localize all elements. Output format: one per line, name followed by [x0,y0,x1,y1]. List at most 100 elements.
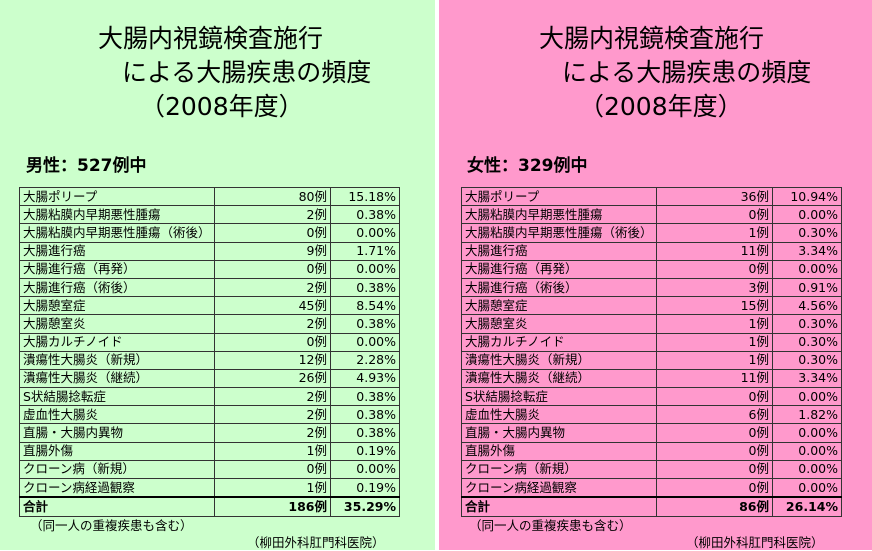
table-row: 大腸ポリープ 36例 10.94% [461,186,842,207]
table-row: 潰瘍性大腸炎（新規） 1例 0.30% [461,350,842,370]
case-count-cell: 11例 [656,368,773,389]
case-count-cell: 2例 [214,314,331,334]
case-count-cell: 2例 [214,423,331,443]
disease-name-cell: 大腸粘膜内早期悪性腫瘍 [19,205,215,225]
case-count-cell: 0例 [214,459,331,480]
percentage-cell: 0.19% [330,478,400,498]
percentage-cell: 2.28% [330,350,400,370]
percentage-cell: 15.18% [330,186,400,207]
case-count-cell: 0例 [656,205,773,225]
disease-name-cell: クローン病経過観察 [19,478,215,498]
percentage-cell: 0.30% [772,332,842,352]
disease-name-cell: 虚血性大腸炎 [461,405,657,425]
disease-name-cell: 潰瘍性大腸炎（継続） [461,368,657,389]
disease-name-cell: 大腸進行癌 [461,241,657,261]
table-row: クローン病（新規） 0例 0.00% [19,459,400,480]
case-count-cell: 0例 [656,459,773,480]
case-count-cell: 36例 [656,186,773,207]
disease-name-cell: 大腸進行癌（再発） [461,259,657,279]
female-title-line1: 大腸内視鏡検査施行 [539,24,765,53]
disease-name-cell: 大腸カルチノイド [461,332,657,352]
female-clinic-name: （柳田外科肛門科医院） [686,535,824,550]
table-row: 大腸進行癌 9例 1.71% [19,241,400,261]
percentage-cell: 0.00% [772,259,842,279]
table-row: クローン病（新規） 0例 0.00% [461,459,842,480]
case-count-cell: 1例 [656,350,773,370]
female-title: 大腸内視鏡検査施行 による大腸疾患の頻度 （2008年度） [439,22,872,124]
disease-name-cell: 大腸カルチノイド [19,332,215,352]
disease-name-cell: 潰瘍性大腸炎（継続） [19,368,215,389]
table-row: 直腸・大腸内異物 2例 0.38% [19,423,400,443]
disease-name-cell: 直腸外傷 [19,441,215,461]
male-frequency-table: 大腸ポリープ 80例 15.18% 大腸粘膜内早期悪性腫瘍 2例 0.38% 大腸粘膜内早期… [19,186,400,518]
disease-name-cell: 大腸ポリープ [19,186,215,207]
table-row: 直腸外傷 0例 0.00% [461,441,842,461]
percentage-cell: 0.38% [330,205,400,225]
percentage-cell: 0.38% [330,423,400,443]
disease-name-cell: 大腸憩室炎 [19,314,215,334]
disease-name-cell: クローン病経過観察 [461,478,657,498]
percentage-cell: 8.54% [330,296,400,316]
case-count-cell: 6例 [656,405,773,425]
table-row: クローン病経過観察 1例 0.19% [19,478,400,498]
disease-name-cell: 潰瘍性大腸炎（新規） [461,350,657,370]
percentage-cell: 1.71% [330,241,400,261]
table-row: 大腸粘膜内早期悪性腫瘍 0例 0.00% [461,205,842,225]
table-row: 大腸進行癌（再発） 0例 0.00% [461,259,842,279]
case-count-cell: 1例 [656,314,773,334]
percentage-cell: 0.19% [330,441,400,461]
case-count-cell: 11例 [656,241,773,261]
case-count-cell: 0例 [214,259,331,279]
percentage-cell: 0.00% [772,423,842,443]
case-count-cell: 26例 [214,368,331,389]
table-row: 虚血性大腸炎 6例 1.82% [461,405,842,425]
panel-divider [435,0,439,550]
percentage-cell: 3.34% [772,241,842,261]
percentage-cell: 0.30% [772,350,842,370]
table-row: クローン病経過観察 0例 0.00% [461,478,842,498]
percentage-cell: 0.00% [772,478,842,498]
percentage-cell: 0.00% [330,259,400,279]
male-panel: 大腸内視鏡検査施行 による大腸疾患の頻度 （2008年度） 男性：527例中 大… [0,0,435,550]
female-title-line2: による大腸疾患の頻度 [562,58,812,87]
table-row: 大腸カルチノイド 0例 0.00% [19,332,400,352]
case-count-cell: 1例 [656,223,773,243]
disease-name-cell: 大腸進行癌（術後） [19,277,215,298]
disease-name-cell: 大腸粘膜内早期悪性腫瘍 [461,205,657,225]
disease-name-cell: 大腸進行癌（再発） [19,259,215,279]
male-title-line3: （2008年度） [140,92,304,121]
table-row: 大腸ポリープ 80例 15.18% [19,186,400,207]
percentage-cell: 3.34% [772,368,842,389]
case-count-cell: 1例 [214,441,331,461]
case-count-cell: 2例 [214,205,331,225]
table-row: 大腸粘膜内早期悪性腫瘍（術後） 0例 0.00% [19,223,400,243]
female-subtitle: 女性：329例中 [467,156,588,176]
disease-name-cell: 大腸憩室症 [19,296,215,316]
table-row: 大腸カルチノイド 1例 0.30% [461,332,842,352]
table-row: 大腸粘膜内早期悪性腫瘍（術後） 1例 0.30% [461,223,842,243]
table-row: 大腸憩室症 15例 4.56% [461,296,842,316]
percentage-cell: 1.82% [772,405,842,425]
disease-name-cell: クローン病（新規） [461,459,657,480]
male-note: （同一人の重複疾患も含む） [30,518,193,533]
percentage-cell: 0.00% [772,459,842,480]
female-table-body: 大腸ポリープ 36例 10.94% 大腸粘膜内早期悪性腫瘍 0例 0.00% 大腸粘膜内早期… [461,186,842,518]
male-title-line1: 大腸内視鏡検査施行 [98,24,324,53]
total-row: 合計 186例 35.29% [19,496,400,518]
male-table-body: 大腸ポリープ 80例 15.18% 大腸粘膜内早期悪性腫瘍 2例 0.38% 大腸粘膜内早期… [19,186,400,518]
case-count-cell: 2例 [214,277,331,298]
percentage-cell: 0.38% [330,277,400,298]
table-row: 大腸進行癌 11例 3.34% [461,241,842,261]
case-count-cell: 1例 [214,478,331,498]
case-count-cell: 1例 [656,332,773,352]
female-note: （同一人の重複疾患も含む） [469,518,632,533]
case-count-cell: 0例 [656,259,773,279]
table-row: 潰瘍性大腸炎（新規） 12例 2.28% [19,350,400,370]
total-percentage-cell: 26.14% [772,496,842,518]
total-label-cell: 合計 [19,496,215,518]
table-row: S状結腸捻転症 2例 0.38% [19,387,400,407]
percentage-cell: 0.30% [772,223,842,243]
female-title-line3: （2008年度） [579,92,743,121]
disease-name-cell: 潰瘍性大腸炎（新規） [19,350,215,370]
male-subtitle: 男性：527例中 [26,156,147,176]
